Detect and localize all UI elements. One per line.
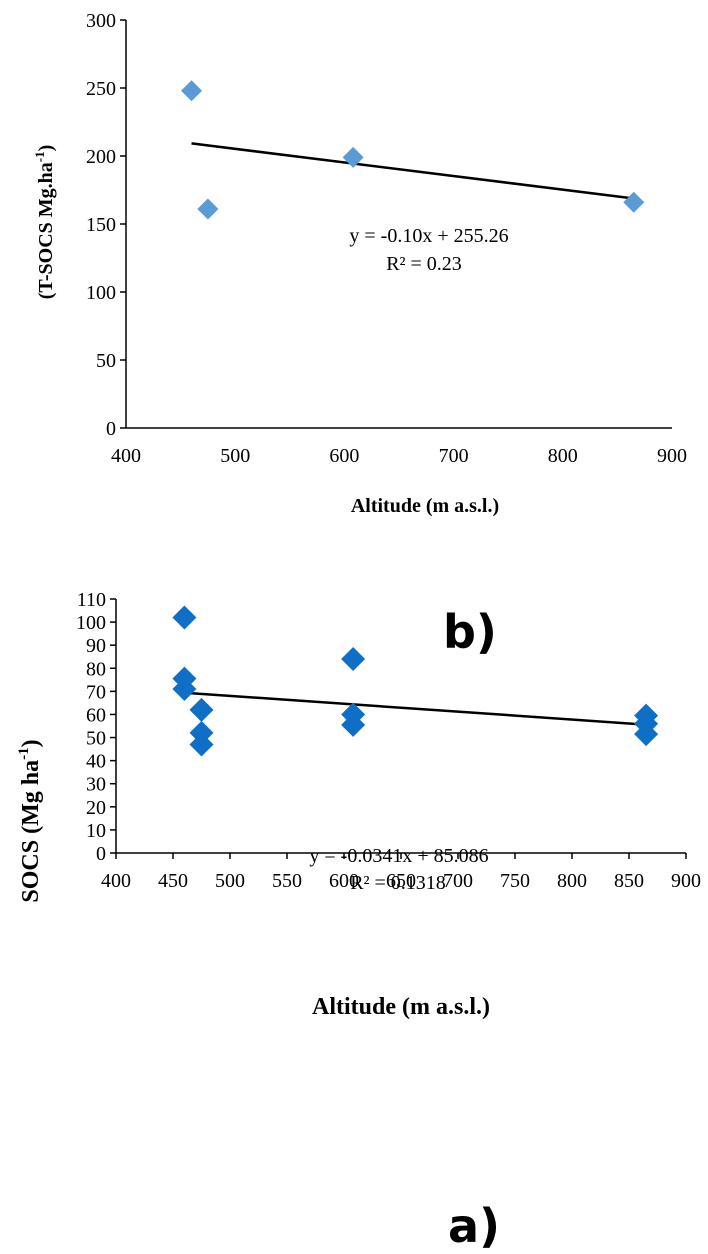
y-axis-title-superscript: -1	[32, 151, 47, 162]
y-tick-label: 150	[86, 214, 116, 236]
x-tick-label: 800	[557, 870, 587, 892]
x-tick-label: 800	[548, 445, 578, 467]
x-tick-label: 600	[329, 445, 359, 467]
y-axis-title-superscript: -1	[16, 747, 32, 760]
data-point-marker	[181, 80, 203, 102]
data-point-marker	[634, 722, 659, 747]
r-squared-value: R² = 0.1318	[350, 872, 446, 894]
x-axis-title: Altitude (m a.s.l.)	[351, 495, 499, 517]
x-tick-label: 600	[329, 870, 359, 892]
y-axis-title: SOCS (Mg ha-1)	[16, 739, 44, 902]
data-point-marker	[172, 605, 197, 630]
y-tick-label: 70	[86, 681, 106, 703]
y-axis-title-main: (T-SOCS Mg.ha	[35, 162, 57, 299]
panel-label-b: b)	[443, 605, 497, 659]
y-tick-label: 110	[77, 589, 106, 611]
y-tick-label: 100	[76, 612, 106, 634]
data-point-marker	[197, 198, 219, 220]
panel-label-a: a)	[448, 1199, 500, 1253]
x-tick-label: 500	[220, 445, 250, 467]
trendline	[184, 691, 647, 726]
y-tick-label: 90	[86, 635, 106, 657]
data-point-marker	[341, 647, 366, 672]
y-tick-label: 100	[86, 282, 116, 304]
x-tick-label: 700	[443, 870, 473, 892]
x-tick-label: 400	[111, 445, 141, 467]
data-point-marker	[341, 712, 366, 737]
chart-tsocs-vs-altitude: 0 50 100 150 200 250 300 400 500 600 700 800 900 y …	[32, 10, 687, 517]
data-point-marker	[189, 697, 214, 722]
y-tick-label: 300	[86, 10, 116, 32]
x-tick-label: 550	[272, 870, 302, 892]
x-tick-label: 650	[386, 870, 416, 892]
data-point-marker	[342, 146, 364, 168]
y-tick-label: 10	[86, 820, 106, 842]
y-axis-title: (T-SOCS Mg.ha-1)	[32, 145, 57, 300]
y-tick-label: 250	[86, 78, 116, 100]
x-axis-title: Altitude (m a.s.l.)	[312, 994, 490, 1020]
y-tick-label: 200	[86, 146, 116, 168]
x-tick-label: 750	[500, 870, 530, 892]
y-axis-title-end: )	[18, 739, 44, 747]
y-tick-label: 20	[86, 797, 106, 819]
x-tick-label: 700	[439, 445, 469, 467]
x-tick-label: 400	[101, 870, 131, 892]
regression-equation: y = -0.10x + 255.26	[349, 225, 508, 247]
y-tick-label: 50	[86, 728, 106, 750]
x-tick-label: 900	[657, 445, 687, 467]
x-tick-label: 500	[215, 870, 245, 892]
regression-equation: y = -0.0341x + 85.086	[309, 845, 488, 867]
y-axis-title-main: SOCS (Mg ha	[18, 760, 44, 903]
x-tick-label: 900	[671, 870, 701, 892]
data-point-marker	[172, 677, 197, 702]
y-tick-label: 40	[86, 751, 106, 773]
y-tick-label: 50	[96, 350, 116, 372]
data-point-marker	[623, 191, 645, 213]
data-point-marker	[189, 732, 214, 757]
y-tick-label: 0	[106, 418, 116, 440]
x-tick-label: 450	[158, 870, 188, 892]
y-tick-label: 30	[86, 774, 106, 796]
r-squared-value: R² = 0.23	[386, 253, 462, 275]
y-axis-title-end: )	[35, 145, 57, 152]
y-tick-label: 60	[86, 704, 106, 726]
y-tick-label: 80	[86, 658, 106, 680]
trendline	[191, 142, 634, 200]
x-tick-label: 850	[614, 870, 644, 892]
y-tick-label: 0	[96, 843, 106, 865]
